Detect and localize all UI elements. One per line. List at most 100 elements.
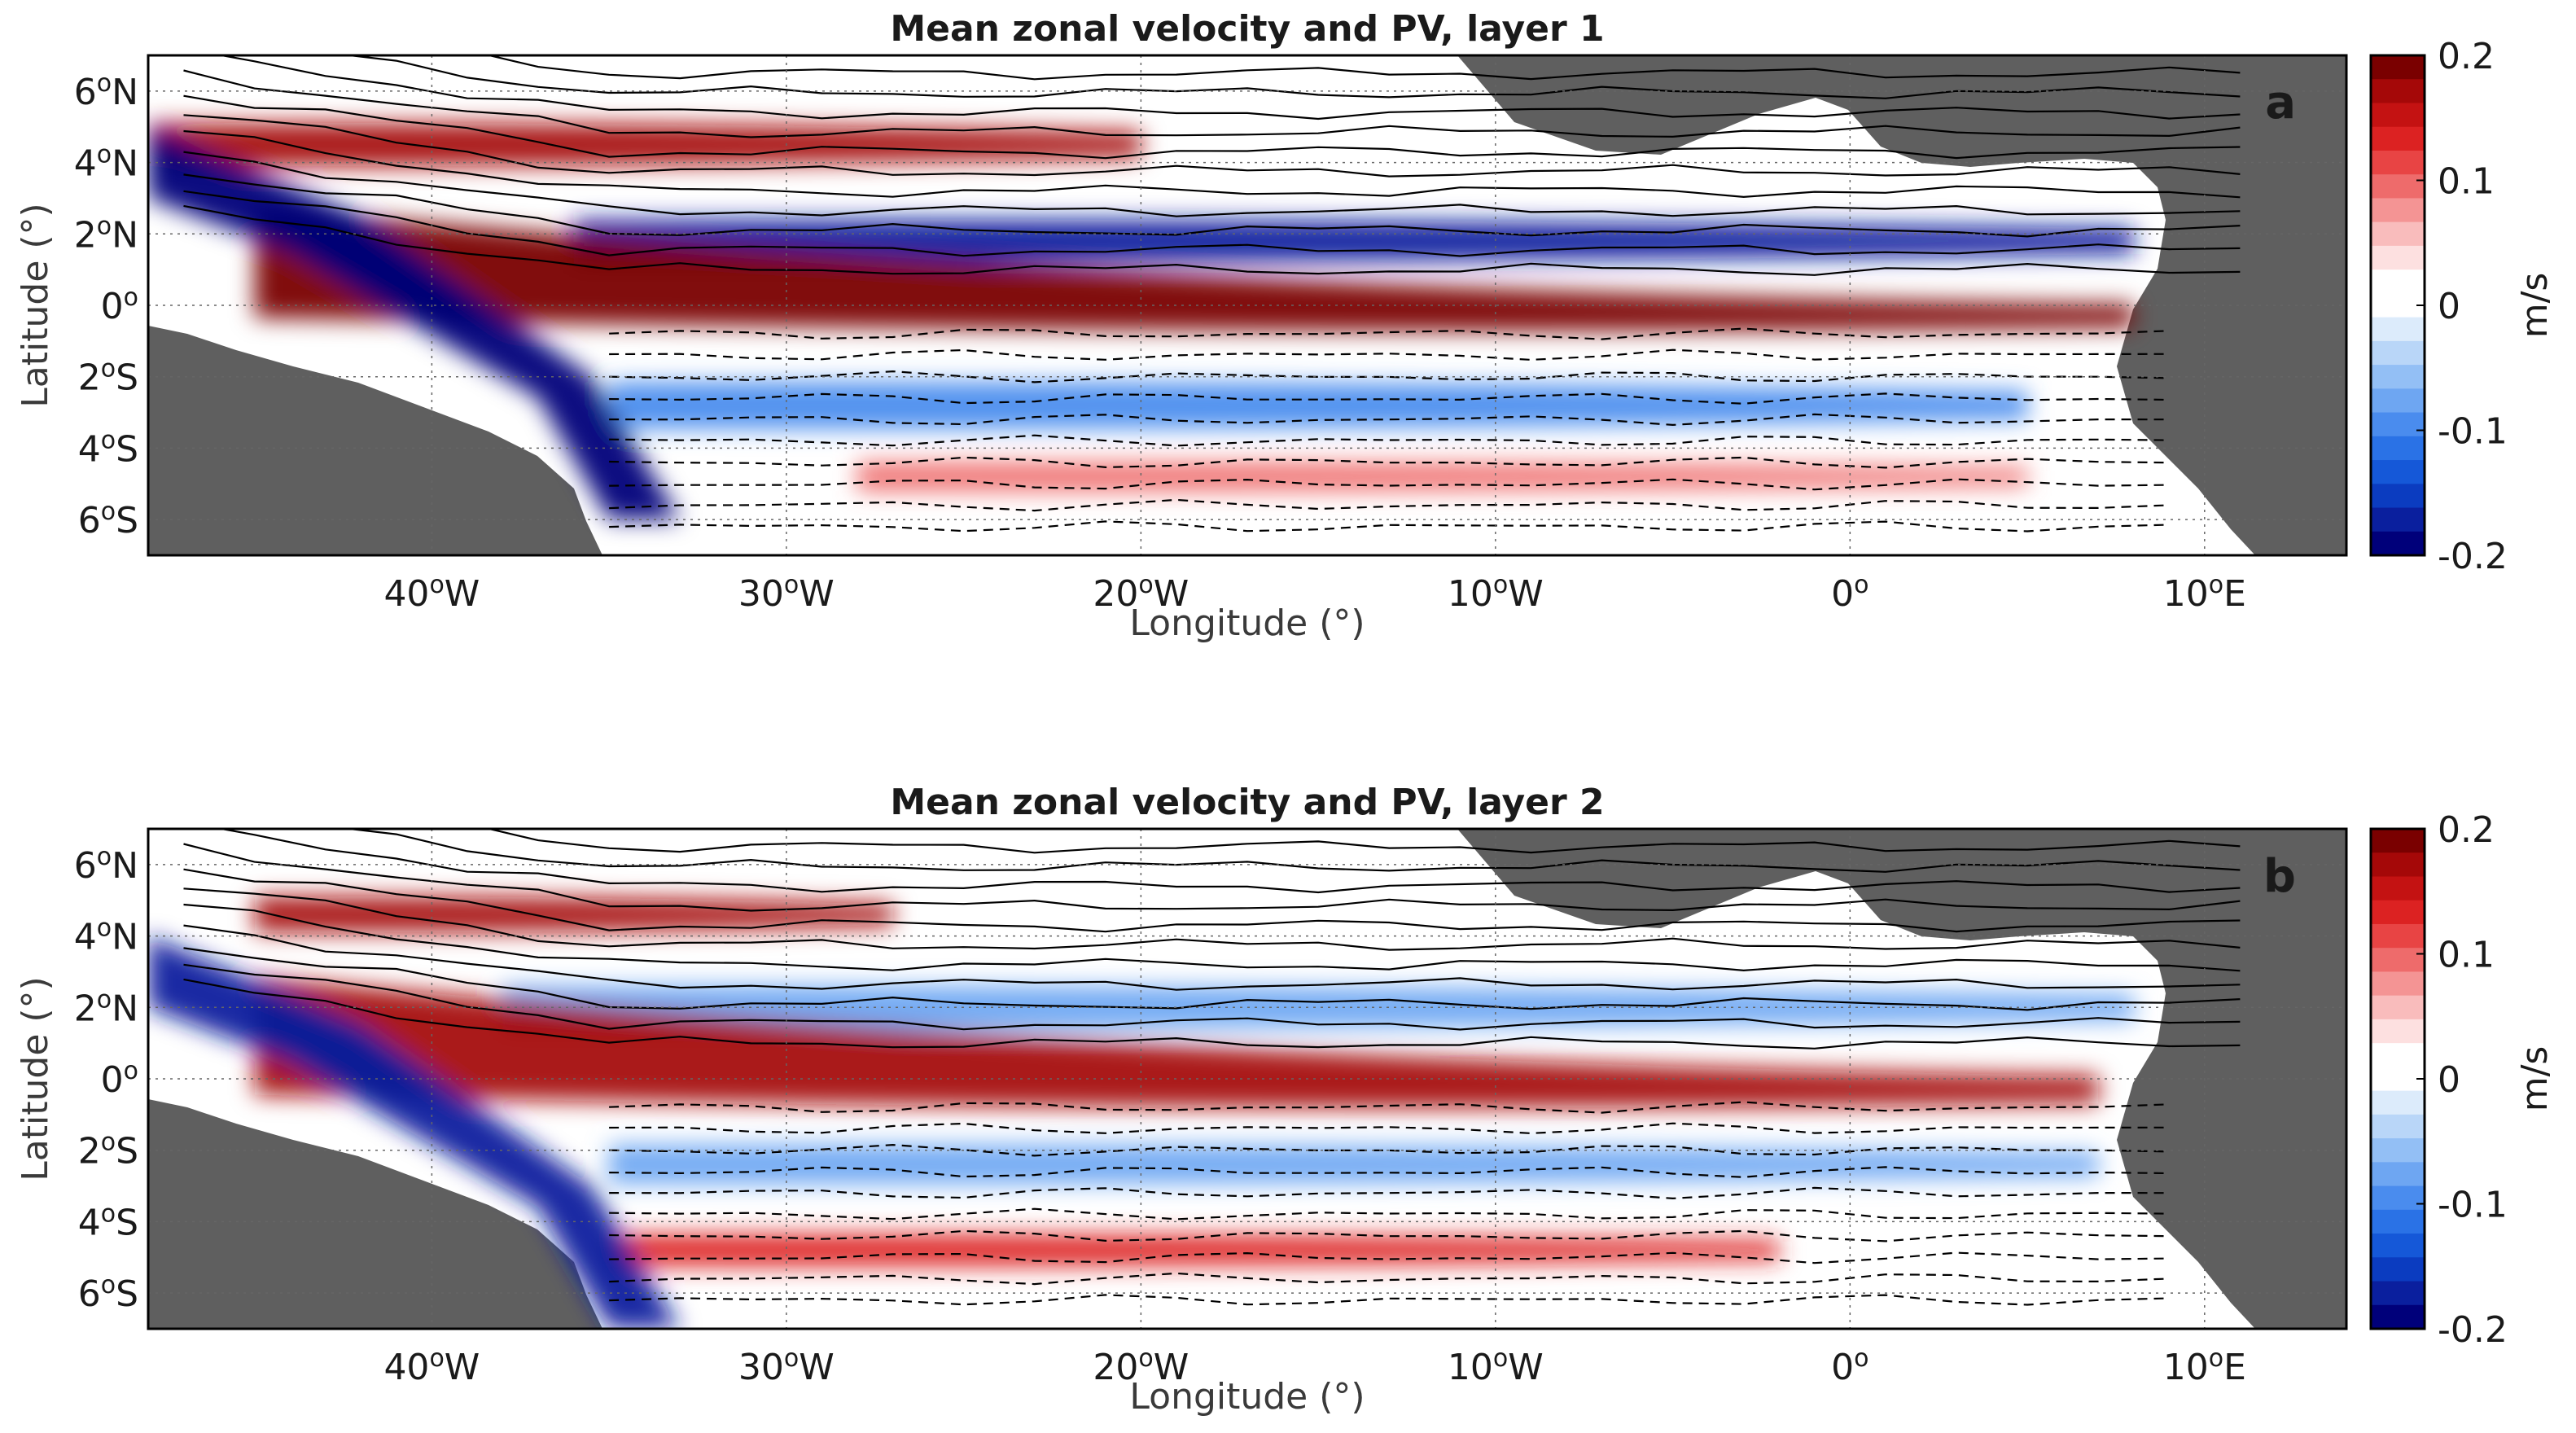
pv-contour-solid-9 xyxy=(183,190,2241,257)
colorbar-tick-label-4: -0.2 xyxy=(2438,536,2508,577)
pv-contour-solid-7 xyxy=(183,924,2241,991)
pv-contour-solid-9 xyxy=(183,963,2241,1031)
panel-a-frame xyxy=(147,54,2348,557)
colorbar-tick-label-4: -0.2 xyxy=(2438,1309,2508,1351)
colorbar-swatch-18 xyxy=(2371,484,2425,509)
pv-contour-solid-1 xyxy=(342,829,2241,873)
x-tick-label-3: 10oW xyxy=(1448,1344,1544,1388)
panel-b-x-ticks: 40oW 30oW 20oW 10oW 0o 10oE xyxy=(383,1344,2245,1388)
colorbar-tick-label-0: 0.2 xyxy=(2438,36,2495,77)
panel-a-velocity-field xyxy=(148,122,2134,520)
colorbar-swatch-4 xyxy=(2371,150,2425,175)
colorbar-swatch-15 xyxy=(2371,412,2425,437)
x-tick-label-1: 30oW xyxy=(738,571,835,615)
y-tick-label-4: 2oS xyxy=(78,1128,138,1172)
y-tick-label-5: 4oS xyxy=(78,1199,138,1243)
pv-contour-solid-8 xyxy=(183,173,2241,238)
x-tick-label-1: 30oW xyxy=(738,1344,835,1388)
colorbar-swatch-17 xyxy=(2371,1234,2425,1258)
velocity-band-0 xyxy=(254,896,893,933)
panel-a-pv-contours xyxy=(183,55,2241,532)
colorbar-swatch-20 xyxy=(2371,1304,2425,1330)
panel-b-y-ticks: 6oN 4oN 2oN 0o 2oS 4oS 6oS xyxy=(74,843,138,1315)
colorbar-tick-label-0: 0.2 xyxy=(2438,809,2495,851)
velocity-band-5 xyxy=(148,126,681,520)
colorbar-swatch-8 xyxy=(2371,245,2425,270)
pv-contour-solid-5 xyxy=(183,887,2241,951)
colorbar-units: m/s xyxy=(2514,273,2556,339)
pv-contour-solid-4 xyxy=(183,94,2241,160)
pv-contour-solid-6 xyxy=(183,903,2241,972)
colorbar-units: m/s xyxy=(2514,1046,2556,1112)
colorbar-swatch-6 xyxy=(2371,971,2425,997)
colorbar-swatch-14 xyxy=(2371,388,2425,414)
panel-b-pv-contours xyxy=(183,829,2241,1306)
pv-contour-solid-2 xyxy=(217,829,2241,894)
colorbar-swatch-5 xyxy=(2371,174,2425,199)
y-tick-label-1: 4oN xyxy=(74,914,138,958)
panel-b: Mean zonal velocity and PV, layer 2 b 40… xyxy=(15,782,2556,1418)
panel-a-letter: a xyxy=(2265,77,2296,129)
y-tick-label-0: 6oN xyxy=(74,843,138,887)
colorbar-swatch-4 xyxy=(2371,923,2425,949)
colorbar-swatch-19 xyxy=(2371,507,2425,532)
panel-b-frame xyxy=(147,827,2348,1330)
colorbar-swatch-7 xyxy=(2371,221,2425,247)
x-tick-label-2: 20oW xyxy=(1093,571,1189,615)
colorbar-tick-label-2: 0 xyxy=(2438,1059,2460,1101)
colorbar-swatch-0 xyxy=(2371,55,2425,80)
colorbar-swatch-10 xyxy=(2371,293,2425,318)
pv-contour-solid-2 xyxy=(217,55,2241,121)
velocity-band-2 xyxy=(254,977,2099,1108)
colorbar-swatch-9 xyxy=(2371,1043,2425,1067)
y-tick-label-3: 0o xyxy=(101,1057,138,1101)
colorbar-swatch-2 xyxy=(2371,876,2425,901)
colorbar-swatch-16 xyxy=(2371,1209,2425,1234)
pv-contour-solid-8 xyxy=(183,947,2241,1011)
x-tick-label-5: 10oE xyxy=(2163,1344,2246,1388)
colorbar-swatch-0 xyxy=(2371,829,2425,853)
y-tick-label-2: 2oN xyxy=(74,212,138,256)
pv-contour-solid-3 xyxy=(183,69,2241,138)
colorbar-swatch-18 xyxy=(2371,1257,2425,1282)
colorbar-swatch-11 xyxy=(2371,317,2425,342)
panel-b-colorbar: 0.2 0.1 0 -0.1 -0.2 m/s xyxy=(2369,809,2556,1351)
pv-contour-solid-0 xyxy=(485,55,2241,81)
colorbar-swatch-11 xyxy=(2371,1090,2425,1115)
colorbar-tick-label-3: -0.1 xyxy=(2438,1185,2508,1226)
x-tick-label-4: 0o xyxy=(1831,1344,1868,1388)
colorbar-swatch-12 xyxy=(2371,340,2425,366)
colorbar-swatch-20 xyxy=(2371,531,2425,556)
colorbar-swatch-13 xyxy=(2371,365,2425,389)
pv-contour-solid-1 xyxy=(342,55,2241,99)
colorbar-tick-label-1: 0.1 xyxy=(2438,935,2495,976)
panel-a-x-ticks: 40oW 30oW 20oW 10oW 0o 10oE xyxy=(383,571,2245,615)
velocity-band-5 xyxy=(148,936,681,1329)
y-tick-label-1: 4oN xyxy=(74,141,138,185)
colorbar-swatch-1 xyxy=(2371,852,2425,878)
y-tick-label-2: 2oN xyxy=(74,985,138,1029)
colorbar-swatch-3 xyxy=(2371,126,2425,151)
velocity-band-2 xyxy=(254,207,2134,331)
colorbar-swatch-6 xyxy=(2371,198,2425,223)
colorbar-tick-label-3: -0.1 xyxy=(2438,411,2508,453)
y-tick-label-6: 6oS xyxy=(78,497,138,541)
velocity-band-1 xyxy=(502,985,2134,1030)
velocity-band-4 xyxy=(609,1234,1780,1267)
colorbar-swatch-14 xyxy=(2371,1162,2425,1187)
colorbar-swatch-19 xyxy=(2371,1281,2425,1306)
x-tick-label-0: 40oW xyxy=(383,571,480,615)
panel-a-ylabel: Latitude (°) xyxy=(15,203,56,407)
panel-b-ylabel: Latitude (°) xyxy=(15,976,56,1181)
panel-b-letter: b xyxy=(2263,850,2296,903)
velocity-band-0 xyxy=(148,122,1141,167)
y-tick-label-3: 0o xyxy=(101,283,138,327)
panel-a-colorbar: 0.2 0.1 0 -0.1 -0.2 m/s xyxy=(2369,36,2556,577)
colorbar-swatch-1 xyxy=(2371,79,2425,104)
x-tick-label-0: 40oW xyxy=(383,1344,480,1388)
y-tick-label-5: 4oS xyxy=(78,426,138,470)
pv-contour-solid-3 xyxy=(183,843,2241,912)
x-tick-label-3: 10oW xyxy=(1448,571,1544,615)
x-tick-label-4: 0o xyxy=(1831,571,1868,615)
